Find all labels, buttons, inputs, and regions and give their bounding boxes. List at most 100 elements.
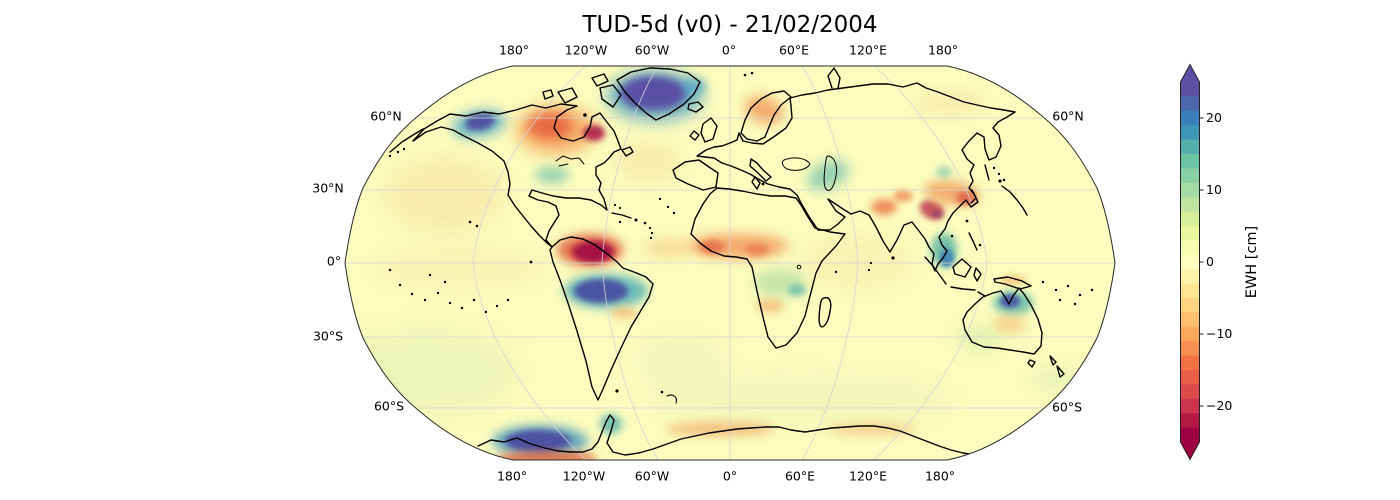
- coastline-great-lakes: [555, 155, 585, 167]
- anomaly-wantarctica-core: [505, 430, 571, 452]
- lon-tick-bottom-0: 0°: [722, 468, 738, 484]
- anomaly-greenland-east-blue: [682, 78, 706, 94]
- coastline-sumatra: [924, 256, 947, 285]
- coastline-cuba: [611, 212, 632, 219]
- colorbar-arrow-under: [1180, 442, 1200, 460]
- coastline-antarctica: [477, 414, 977, 456]
- anomaly-wantarctica-red-band: [497, 451, 597, 460]
- coastline-new-guinea: [993, 276, 1032, 290]
- anomaly-us-south-teal: [535, 166, 569, 184]
- coastline-south-america: [549, 236, 654, 401]
- coastline-greece: [751, 176, 761, 190]
- colorbar-segment: [1180, 154, 1200, 169]
- coastline-africa: [690, 187, 846, 349]
- coastline-tasmania: [1027, 359, 1036, 368]
- colorbar-segment: [1180, 182, 1200, 198]
- anomaly-greenland-core: [620, 76, 686, 110]
- colorbar-segment: [1180, 341, 1200, 356]
- coastline-iberia: [672, 159, 719, 191]
- anomaly-eq-atl-wash: [644, 237, 692, 259]
- coastline-caspian-sea: [823, 155, 838, 191]
- lat-tick-left-60s: 60°S: [373, 398, 405, 414]
- colorbar-segment: [1180, 269, 1200, 284]
- anomaly-australia-orange-center: [994, 315, 1026, 333]
- colorbar-segment: [1180, 413, 1200, 428]
- colorbar-segment: [1180, 298, 1200, 313]
- lat-tick-right-60s: 60°S: [1051, 399, 1083, 415]
- colorbar-segment: [1180, 82, 1200, 97]
- anomaly-india-orange-west: [871, 199, 897, 215]
- lon-tick-top-0: 0°: [721, 42, 737, 58]
- coastline-new-zealand: [1049, 355, 1065, 378]
- lat-tick-right-60n: 60°N: [1052, 108, 1084, 124]
- colorbar-segment: [1180, 197, 1200, 212]
- colorbar: [1180, 63, 1204, 461]
- coastline-italy: [749, 158, 772, 182]
- anomaly-china-teal-spot: [936, 166, 952, 178]
- lon-tick-top-120w: 120°W: [564, 42, 608, 58]
- coastline-timor: [977, 291, 986, 297]
- colorbar-segment: [1180, 283, 1200, 299]
- plot-title: TUD-5d (v0) - 21/02/2004: [582, 12, 878, 38]
- coastline-iceland: [687, 101, 704, 113]
- coastline-greenland: [616, 67, 701, 121]
- coastline-philippines: [968, 232, 978, 251]
- coastline-scandinavia: [740, 90, 792, 142]
- coastline-sulawesi: [973, 267, 982, 282]
- colorbar-segment: [1180, 355, 1200, 371]
- anomaly-brazil-orange-spot: [611, 307, 637, 319]
- colorbar-arrow-over: [1180, 64, 1200, 82]
- coastline-banks-island: [542, 89, 554, 100]
- lat-tick-left-60n: 60°N: [370, 108, 402, 124]
- colorbar-segment: [1180, 254, 1200, 270]
- anomaly-sahel-red-east: [745, 244, 769, 256]
- coastline-newfoundland: [621, 146, 634, 157]
- colorbar-segment: [1180, 168, 1200, 184]
- anomaly-eantarctica-orange-west: [665, 422, 775, 436]
- anomaly-antarctic-peninsula-teal: [600, 414, 622, 434]
- lon-tick-bottom-120w: 120°W: [562, 468, 606, 484]
- colorbar-segment: [1180, 312, 1200, 328]
- anomaly-amazon-south-core: [574, 279, 628, 303]
- colorbar-segment: [1180, 326, 1200, 342]
- lon-tick-top-60w: 60°W: [634, 42, 670, 58]
- lon-tick-bottom-60w: 60°W: [634, 468, 670, 484]
- colorbar-segment: [1180, 370, 1200, 385]
- anomaly-caspian-teal: [807, 159, 849, 191]
- anomaly-seasia-blue-core: [940, 249, 954, 267]
- colorbar-tick-20: 20: [1206, 110, 1222, 125]
- anomaly-sahel-red-west: [700, 240, 724, 254]
- coastline-chukotka-tip: [389, 128, 424, 153]
- lon-tick-bottom-180w: 180°: [496, 468, 528, 484]
- coastline-north-america: [412, 103, 622, 248]
- coastline-baffin-island: [599, 84, 622, 108]
- coastline-sakhalin: [984, 164, 990, 181]
- anomaly-npac-wash: [385, 157, 505, 233]
- lat-tick-left-0: 0°: [326, 253, 342, 269]
- coastline-australia: [962, 287, 1043, 355]
- lon-tick-top-60e: 60°E: [778, 42, 810, 58]
- colorbar-outline: [1180, 63, 1200, 461]
- coastline-black-sea: [781, 157, 811, 171]
- colorbar-axis-label: EWH [cm]: [1244, 225, 1260, 299]
- colorbar-tick-neg10: −10: [1206, 326, 1233, 341]
- lon-tick-bottom-180e: 180°: [924, 468, 956, 484]
- lon-tick-top-180w: 180°: [498, 42, 530, 58]
- anomaly-safrica-orange: [756, 299, 784, 313]
- colorbar-segment: [1180, 427, 1200, 443]
- coastline-novaya-zemlya: [827, 67, 841, 89]
- colorbar-tick-10: 10: [1206, 182, 1222, 197]
- coastline-korea: [970, 189, 977, 204]
- anomaly-india-orange-north: [893, 190, 913, 202]
- map-boundary-outline: [344, 65, 1116, 461]
- colorbar-segment: [1180, 139, 1200, 155]
- lat-tick-left-30s: 30°S: [312, 328, 344, 344]
- coastline-borneo: [952, 258, 972, 278]
- lon-tick-bottom-120e: 120°E: [848, 468, 888, 484]
- coastline-ellesmere: [591, 73, 609, 87]
- lon-tick-bottom-60e: 60°E: [784, 468, 816, 484]
- coastline-madagascar: [818, 296, 832, 328]
- coastline-victoria-island: [557, 87, 578, 104]
